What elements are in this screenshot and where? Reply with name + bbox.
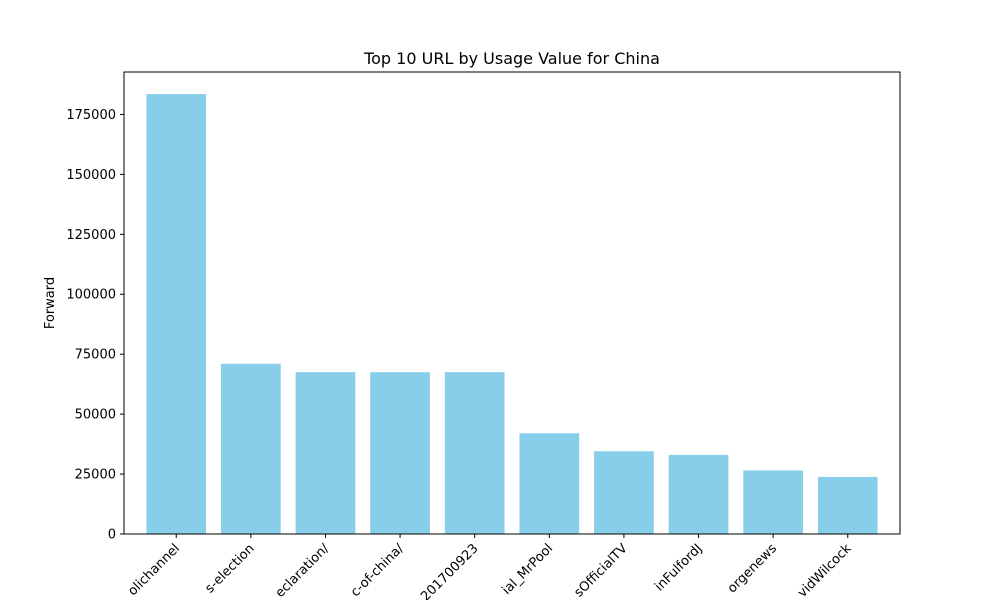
bar-5 (444, 372, 505, 534)
y-tick-label: 25000 (75, 468, 116, 483)
y-tick-label: 100000 (66, 288, 116, 303)
bar-9 (743, 470, 803, 534)
x-tick-label: c-of-china/ (348, 541, 407, 600)
bar-1 (146, 94, 207, 535)
bar-2 (221, 363, 281, 534)
chart-title: Top 10 URL by Usage Value for China (363, 49, 660, 68)
bars-group (146, 94, 878, 535)
y-tick-label: 125000 (66, 228, 116, 243)
x-tick-label: sOfficialTV (572, 541, 631, 600)
y-tick-label: 150000 (66, 168, 116, 183)
bar-8 (668, 454, 729, 534)
bar-6 (519, 433, 580, 534)
x-tick-label: inFulfordJ (652, 541, 705, 594)
x-axis: olichannel s-election eclaration/c-of-chin… (125, 534, 855, 600)
bar-4 (370, 372, 430, 534)
y-tick-label: 50000 (75, 408, 116, 423)
x-tick-label: vidWilcock (795, 541, 855, 600)
y-tick-label: 175000 (66, 108, 116, 123)
bar-7 (594, 451, 654, 534)
y-axis-label: Forward (43, 277, 58, 329)
x-tick-label: ial_MrPool (499, 541, 556, 598)
x-tick-label: s-election (202, 541, 257, 596)
y-tick-label: 75000 (75, 348, 116, 363)
x-tick-label: 201700923 (418, 541, 481, 600)
bar-10 (817, 476, 878, 534)
y-axis: 0 25000 50000 75000 100000 125000 150000 175000 (66, 108, 124, 543)
x-tick-label: olichannel (125, 541, 183, 599)
y-tick-label: 0 (108, 528, 116, 543)
x-tick-label: eclaration/ (273, 541, 333, 600)
x-tick-label: orgenews (725, 541, 780, 596)
plot-frame (123, 71, 901, 535)
bar-3 (295, 372, 356, 534)
